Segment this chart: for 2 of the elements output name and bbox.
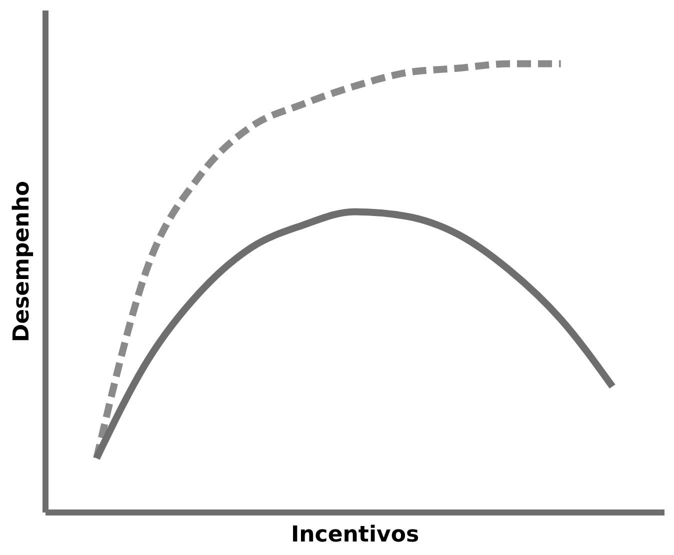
- y-axis-title: Desempenho: [10, 180, 34, 342]
- x-axis-title: Incentivos: [290, 522, 420, 548]
